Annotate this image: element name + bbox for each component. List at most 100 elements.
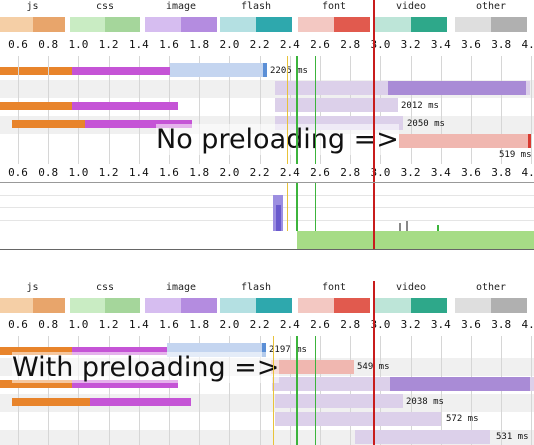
legend-bottom: js css image flash font video other: [0, 281, 534, 317]
timing-label: 572 ms: [446, 414, 479, 424]
tick-label: 2.4: [279, 318, 300, 331]
bar-other: [170, 63, 265, 77]
bar-other-end: [263, 63, 267, 77]
onload-line: [373, 0, 375, 182]
start-render-line: [273, 336, 274, 445]
cpu-activity: [406, 221, 408, 231]
gridline: [531, 56, 533, 164]
gridline: [78, 56, 80, 164]
legend-item-flash: flash: [220, 0, 292, 36]
tick-label: 1.0: [68, 318, 89, 331]
dom-complete-line: [315, 56, 316, 164]
gridline: [169, 336, 170, 445]
dom-ready-line: [296, 183, 298, 231]
onload-line: [373, 281, 375, 337]
tick-label: 2.0: [219, 38, 240, 51]
bar-image: [72, 102, 178, 110]
gridline: [18, 56, 19, 164]
tick-label: 4.0: [521, 166, 534, 179]
tick-label: 1.8: [189, 166, 210, 179]
legend-label: other: [475, 1, 507, 12]
gridline: [440, 56, 442, 164]
legend-label: js: [26, 282, 39, 293]
gridline: [169, 56, 170, 164]
gridline: [471, 56, 472, 164]
onload-line: [373, 336, 375, 445]
tick-label: 2.0: [219, 318, 240, 331]
tick-label: 3.2: [400, 166, 421, 179]
tick-label: 2.6: [310, 38, 330, 51]
legend-swatch: [375, 298, 447, 313]
legend-item-css: css: [70, 0, 140, 36]
legend-label: flash: [240, 282, 272, 293]
bar-other-end: [262, 343, 266, 357]
tick-label: 4.0: [521, 318, 534, 331]
bar-font: [275, 394, 403, 408]
tick-label: 1.6: [159, 38, 179, 51]
legend-item-video: video: [375, 0, 447, 36]
bar-image: [72, 67, 170, 75]
timeline-ticks-cpu: 0.6 0.8 1.0 1.2 1.4 1.6 1.8 2.0 2.2 2.4 2.6 2.8 3.0 3…: [0, 166, 534, 182]
tick-label: 1.6: [159, 166, 179, 179]
tick-label: 3.6: [461, 318, 481, 331]
bar-image: [90, 398, 191, 406]
tick-label: 3.2: [400, 318, 421, 331]
tick-label: 2.8: [340, 166, 361, 179]
tick-label: 1.4: [128, 318, 149, 331]
legend-swatch: [298, 17, 370, 32]
legend-swatch: [220, 17, 292, 32]
gridline: [229, 56, 231, 164]
bar-image: [85, 120, 192, 128]
gridline: [78, 336, 80, 445]
tick-label: 4.0: [521, 38, 534, 51]
tick-label: 0.8: [38, 166, 59, 179]
waterfall-bottom: 2197 ms 549 ms 2038 ms 572 ms 531 ms Wit…: [0, 336, 534, 445]
legend-label: image: [165, 282, 197, 293]
legend-item-other: other: [455, 0, 527, 36]
legend-label: font: [321, 282, 347, 293]
cpu-activity: [437, 225, 439, 231]
bar-font: [355, 430, 490, 444]
bandwidth-bar: [297, 231, 534, 249]
timing-label: 519 ms: [499, 150, 532, 160]
gridline: [18, 336, 19, 445]
legend-label: other: [475, 282, 507, 293]
tick-label: 1.2: [98, 318, 119, 331]
dom-complete-line: [315, 336, 316, 445]
legend-swatch: [145, 298, 217, 313]
cpu-activity: [276, 205, 281, 231]
tick-label: 3.8: [491, 38, 512, 51]
tick-label: 3.6: [461, 166, 481, 179]
bar-font: [275, 98, 398, 112]
tick-label: 2.8: [340, 318, 361, 331]
tick-label: 1.6: [159, 318, 179, 331]
tick-label: 0.8: [38, 38, 59, 51]
dom-ready-line: [296, 336, 298, 445]
legend-item-js: js: [0, 281, 65, 317]
timeline-ticks-top: 0.6 0.8 1.0 1.2 1.4 1.6 1.8 2.0 2.2 2.4 2.6 2.8 3.0 3…: [0, 38, 534, 54]
legend-swatch: [70, 298, 140, 313]
legend-label: font: [321, 1, 347, 12]
gridline: [0, 207, 534, 208]
legend-label: video: [395, 282, 427, 293]
bar-image-receive: [388, 81, 526, 95]
tick-label: 3.8: [491, 318, 512, 331]
tick-label: 2.6: [310, 318, 330, 331]
dom-complete-line: [315, 183, 316, 231]
gridline: [108, 336, 110, 445]
bar-js: [0, 380, 72, 388]
legend-item-other: other: [455, 281, 527, 317]
tick-label: 1.0: [68, 38, 89, 51]
gridline: [138, 56, 140, 164]
legend-swatch: [0, 298, 65, 313]
bar-image: [72, 380, 178, 388]
cpu-bandwidth-panel: [0, 182, 534, 250]
tick-label: 3.4: [430, 318, 451, 331]
bar-font: [275, 412, 441, 426]
legend-item-font: font: [298, 0, 370, 36]
gridline: [410, 56, 412, 164]
timing-label: 2050 ms: [407, 119, 445, 129]
tick-label: 3.4: [430, 166, 451, 179]
bar-font-end: [528, 134, 531, 148]
gridline: [0, 195, 534, 196]
